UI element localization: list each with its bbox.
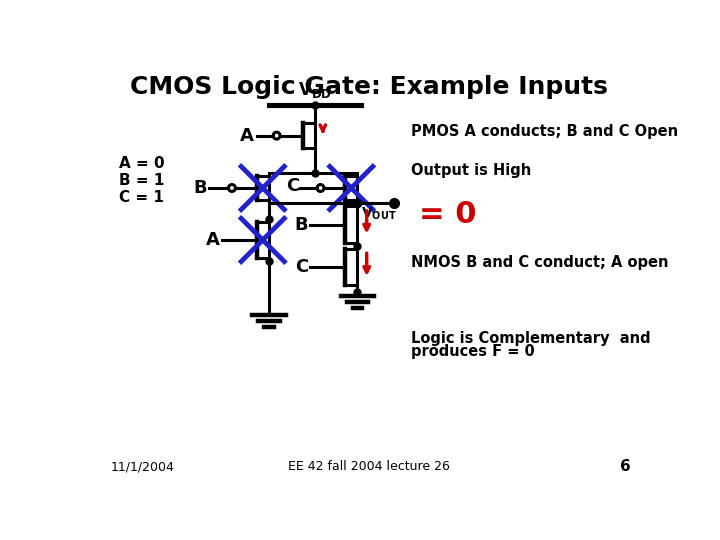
Text: A: A	[206, 231, 220, 249]
Text: $\mathbf{V_{DD}}$: $\mathbf{V_{DD}}$	[298, 80, 332, 100]
Text: 11/1/2004: 11/1/2004	[111, 460, 175, 473]
Text: $\mathbf{V_{OUT}}$: $\mathbf{V_{OUT}}$	[361, 206, 396, 222]
Text: C = 1: C = 1	[119, 190, 163, 205]
Text: produces F = 0: produces F = 0	[411, 344, 535, 359]
Text: Output is High: Output is High	[411, 163, 531, 178]
Text: 6: 6	[620, 459, 631, 474]
Text: C: C	[295, 258, 308, 276]
Text: A = 0: A = 0	[119, 156, 164, 171]
Text: B: B	[294, 215, 308, 234]
Text: EE 42 fall 2004 lecture 26: EE 42 fall 2004 lecture 26	[288, 460, 450, 473]
Text: PMOS A conducts; B and C Open: PMOS A conducts; B and C Open	[411, 124, 678, 139]
Text: NMOS B and C conduct; A open: NMOS B and C conduct; A open	[411, 255, 669, 270]
Text: B: B	[193, 179, 207, 197]
Text: CMOS Logic Gate: Example Inputs: CMOS Logic Gate: Example Inputs	[130, 75, 608, 99]
Text: = 0: = 0	[419, 200, 477, 230]
Text: B = 1: B = 1	[119, 173, 164, 188]
Text: Logic is Complementary  and: Logic is Complementary and	[411, 330, 651, 346]
Text: C: C	[286, 178, 299, 195]
Text: A: A	[240, 127, 254, 145]
